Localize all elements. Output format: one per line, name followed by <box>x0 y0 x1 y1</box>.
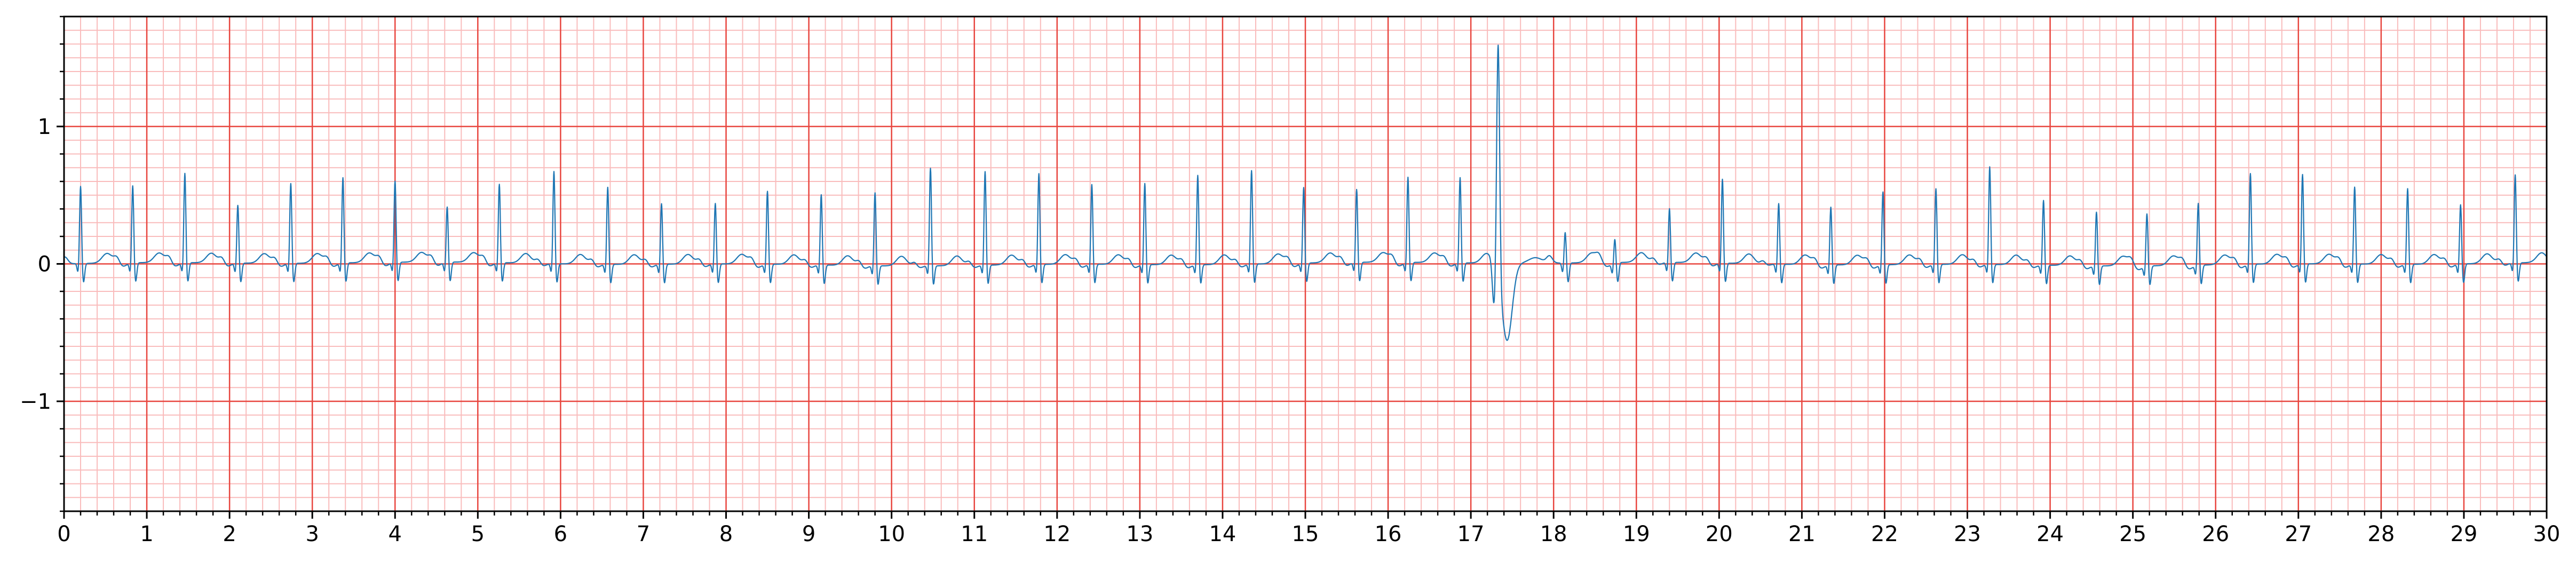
x-tick-label: 29 <box>2450 522 2477 546</box>
x-tick-label: 8 <box>719 522 733 546</box>
x-tick-label: 22 <box>1871 522 1898 546</box>
x-tick-label: 2 <box>223 522 236 546</box>
x-tick-label: 13 <box>1126 522 1153 546</box>
x-tick-label: 26 <box>2202 522 2229 546</box>
x-tick-label: 17 <box>1457 522 1485 546</box>
y-axis: 1 0 −1 <box>20 15 64 512</box>
x-tick-label: 9 <box>802 522 815 546</box>
y-tick-label: −1 <box>20 390 51 414</box>
x-tick-label: 3 <box>305 522 319 546</box>
x-tick-label: 21 <box>1788 522 1816 546</box>
x-tick-label: 20 <box>1706 522 1733 546</box>
x-tick-label: 1 <box>140 522 153 546</box>
x-tick-label: 5 <box>471 522 485 546</box>
x-tick-label: 18 <box>1540 522 1567 546</box>
y-tick-label: 1 <box>38 115 51 139</box>
x-tick-label: 16 <box>1375 522 1402 546</box>
x-tick-label: 27 <box>2285 522 2312 546</box>
x-tick-label: 28 <box>2367 522 2395 546</box>
x-tick-label: 0 <box>57 522 70 546</box>
x-tick-label: 23 <box>1954 522 1981 546</box>
x-tick-label: 19 <box>1623 522 1650 546</box>
x-tick-label: 12 <box>1043 522 1071 546</box>
x-tick-label: 15 <box>1292 522 1319 546</box>
x-tick-label: 24 <box>2036 522 2064 546</box>
x-tick-label: 30 <box>2533 522 2561 546</box>
x-tick-label: 10 <box>878 522 905 546</box>
ecg-trace <box>64 44 2547 341</box>
x-tick-label: 25 <box>2119 522 2146 546</box>
ecg-series-line <box>64 44 2547 341</box>
x-axis: 0 1 2 3 4 5 6 7 8 9 10 11 12 13 14 15 16 17 18 19 20 21 22 23 24… <box>57 511 2560 546</box>
y-tick-label: 0 <box>38 252 51 277</box>
x-tick-label: 14 <box>1209 522 1236 546</box>
x-tick-label: 11 <box>961 522 988 546</box>
x-tick-label: 6 <box>554 522 567 546</box>
x-tick-label: 4 <box>389 522 402 546</box>
x-tick-label: 7 <box>637 522 650 546</box>
